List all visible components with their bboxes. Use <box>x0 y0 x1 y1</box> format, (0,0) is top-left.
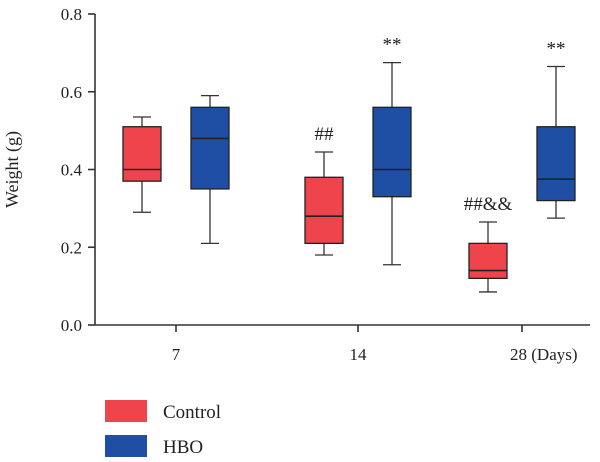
y-axis-title: Weight (g) <box>2 131 23 208</box>
significance-label: ** <box>383 35 402 56</box>
axes-group: 0.0 0.2 0.4 0.6 0.8 Weight (g) 7 14 28 (Days) <box>2 5 590 364</box>
y-tick-label: 0.6 <box>61 83 82 102</box>
box-control-1: ## <box>304 124 344 256</box>
box-body <box>304 176 344 245</box>
box-control-0 <box>122 116 162 213</box>
box-body <box>536 126 576 202</box>
box-body <box>190 106 230 190</box>
significance-label: ##&& <box>464 194 513 215</box>
box-body <box>122 126 162 182</box>
x-tick-label: 14 <box>350 345 368 364</box>
box-hbo-0 <box>190 94 230 245</box>
box-body <box>468 242 508 280</box>
significance-label: ## <box>315 124 335 145</box>
box-body <box>372 106 412 198</box>
y-tick-label: 0.0 <box>61 316 82 335</box>
box-hbo-2: ** <box>536 38 576 219</box>
y-tick-label: 0.2 <box>61 238 82 257</box>
box-hbo-1: ** <box>372 35 412 266</box>
x-tick-label: 7 <box>172 345 181 364</box>
y-tick-label: 0.8 <box>61 5 82 24</box>
y-tick-label: 0.4 <box>61 161 83 180</box>
x-tick-label: 28 (Days) <box>510 345 578 364</box>
legend-label-hbo: HBO <box>163 437 203 458</box>
box-control-2: ##&& <box>464 194 513 293</box>
legend-label-control: Control <box>163 402 221 423</box>
legend-swatch-control <box>105 400 147 422</box>
significance-label: ** <box>547 38 566 59</box>
legend: Control HBO <box>105 400 221 458</box>
boxes-group: ## ##&& ** ** <box>122 35 576 293</box>
legend-swatch-hbo <box>105 435 147 457</box>
